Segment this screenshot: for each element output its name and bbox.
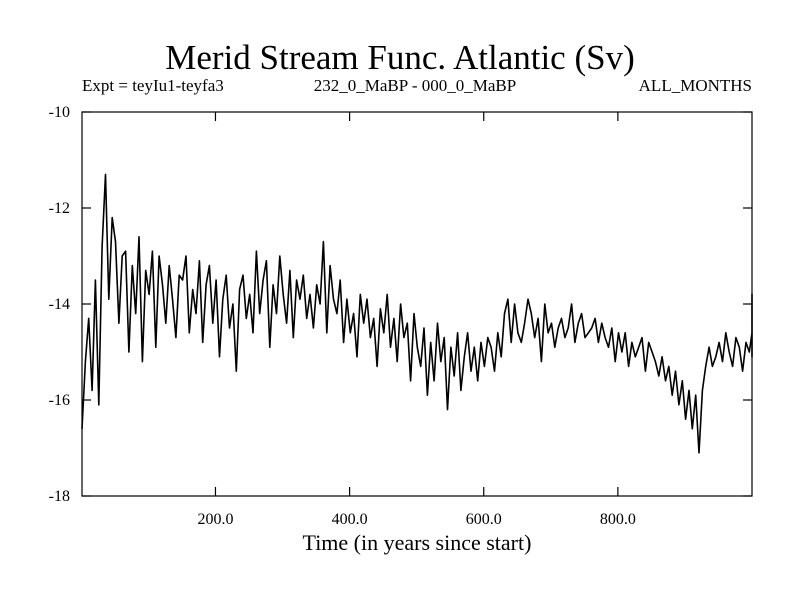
y-tick-label: -10 [49,104,70,121]
y-tick-label: -14 [49,296,70,313]
x-axis-label: Time (in years since start) [302,530,532,555]
months-label: ALL_MONTHS [638,76,752,95]
chart-title: Merid Stream Func. Atlantic (Sv) [165,38,635,77]
experiment-label: Expt = teyIu1-teyfa3 [82,76,224,95]
x-tick-label: 400.0 [332,511,368,528]
axis-ticks [82,111,752,497]
series-line [81,173,753,454]
x-tick-label: 600.0 [466,511,502,528]
x-tick-label: 200.0 [197,511,233,528]
x-tick-label: 800.0 [600,511,636,528]
period-label: 232_0_MaBP - 000_0_MaBP [313,76,517,95]
y-tick-label: -16 [49,392,70,409]
plot-frame [81,111,753,497]
axis-tick-labels: 200.0 400.0 600.0 800.0 -18 -16 -14 -12 -10 [49,104,636,528]
y-tick-label: -18 [49,488,70,505]
y-tick-label: -12 [49,200,70,217]
